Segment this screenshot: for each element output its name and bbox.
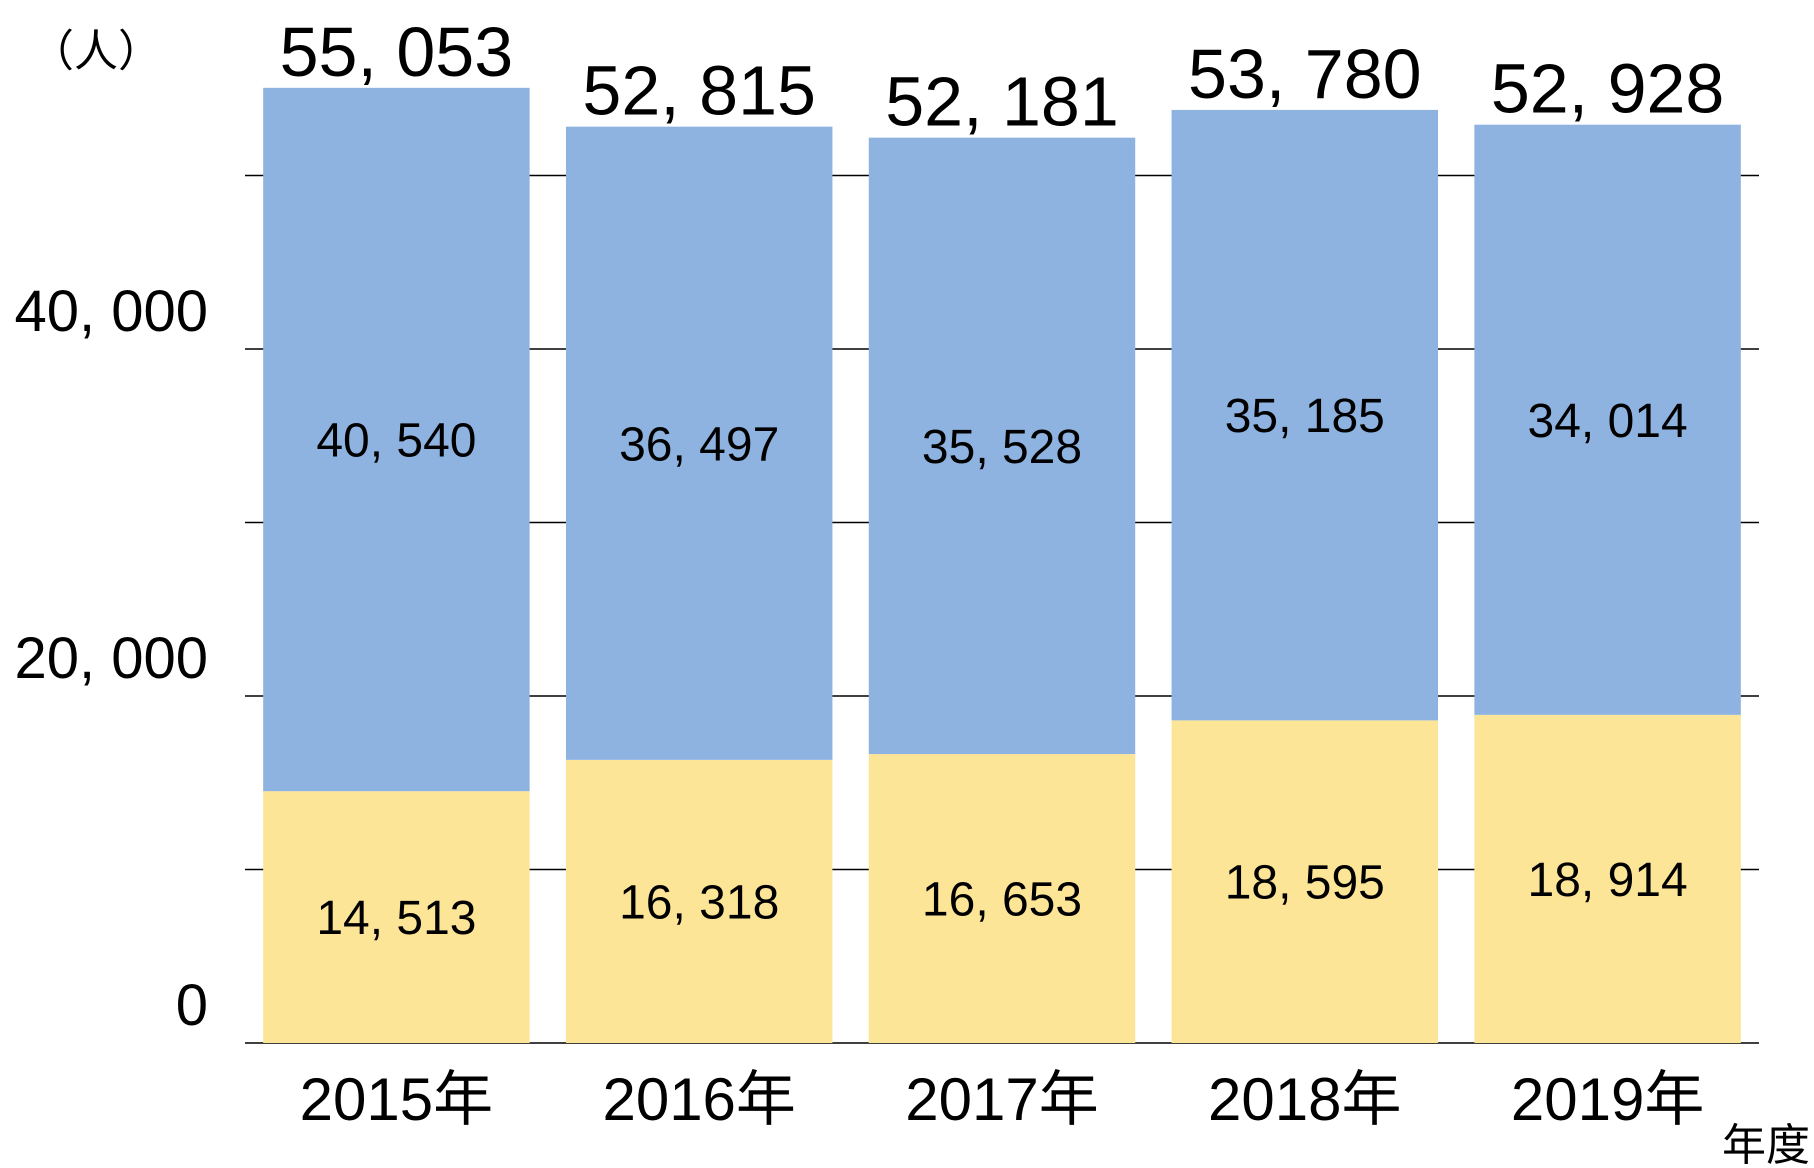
value-label: 35, 528 bbox=[922, 421, 1082, 474]
bar-segment bbox=[1474, 714, 1741, 1043]
y-tick-label: 0 bbox=[176, 973, 208, 1038]
bar-segment bbox=[868, 754, 1136, 1043]
y-tick-label: 20, 000 bbox=[14, 626, 208, 691]
bar-segment bbox=[263, 87, 530, 792]
x-tick-label: 2015年 bbox=[300, 1066, 493, 1133]
value-label: 18, 914 bbox=[1528, 854, 1688, 907]
total-label: 53, 780 bbox=[1188, 35, 1422, 113]
y-axis-label: （人） bbox=[30, 27, 162, 76]
value-label: 36, 497 bbox=[619, 418, 779, 471]
bar-segment bbox=[1474, 124, 1741, 715]
bar-segment bbox=[1171, 109, 1439, 721]
x-tick-label: 2016年 bbox=[602, 1066, 795, 1133]
value-label: 16, 318 bbox=[619, 876, 779, 929]
total-label: 52, 181 bbox=[885, 63, 1119, 141]
value-label: 14, 513 bbox=[316, 892, 476, 945]
bar-segment bbox=[868, 137, 1136, 755]
value-label: 35, 185 bbox=[1225, 390, 1385, 443]
value-label: 34, 014 bbox=[1528, 395, 1688, 448]
bar-segment bbox=[565, 126, 833, 760]
bar-segment bbox=[263, 791, 530, 1043]
x-tick-label: 2019年 bbox=[1511, 1066, 1704, 1133]
value-label: 18, 595 bbox=[1225, 857, 1385, 910]
x-axis-label: 年度 bbox=[1722, 1121, 1810, 1168]
x-tick-label: 2018年 bbox=[1208, 1066, 1401, 1133]
bar-segment bbox=[565, 759, 833, 1043]
y-tick-label: 40, 000 bbox=[14, 279, 208, 344]
value-label: 40, 540 bbox=[316, 415, 476, 468]
x-tick-label: 2017年 bbox=[905, 1066, 1098, 1133]
value-label: 16, 653 bbox=[922, 874, 1082, 927]
total-label: 52, 815 bbox=[582, 52, 816, 130]
total-label: 55, 053 bbox=[280, 13, 514, 91]
bar-segment bbox=[1171, 720, 1439, 1043]
total-label: 52, 928 bbox=[1491, 50, 1725, 128]
